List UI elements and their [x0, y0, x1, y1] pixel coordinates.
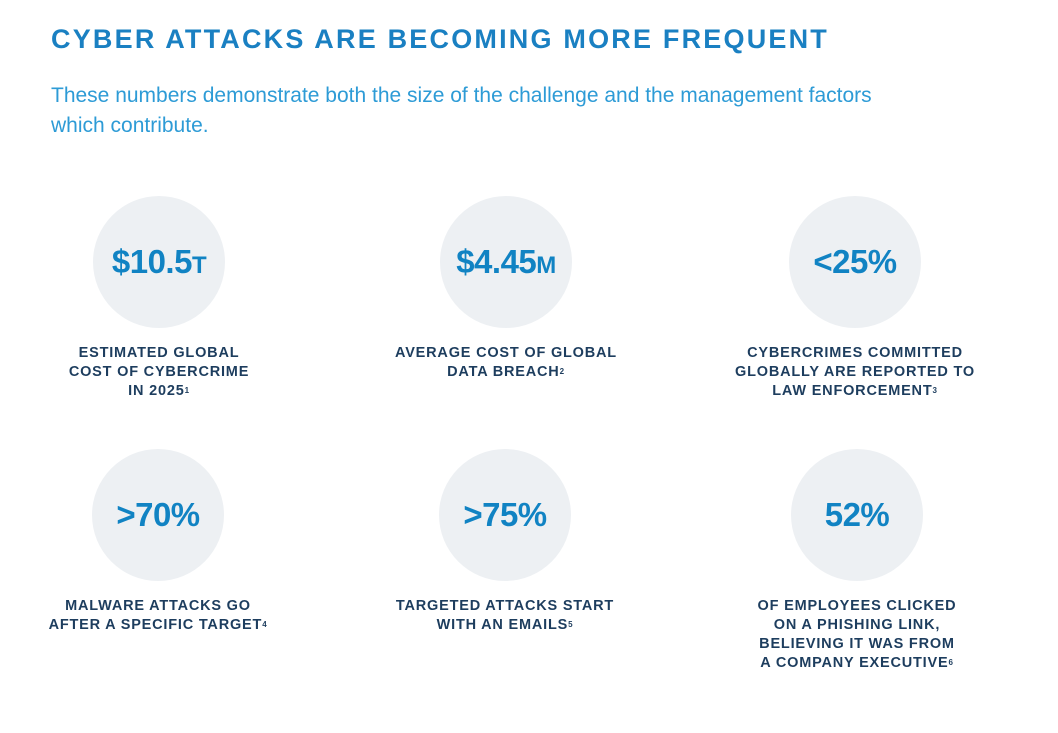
- stat-unit: T: [191, 252, 207, 279]
- stat-value: $10.5T: [111, 243, 207, 280]
- stat-label-line: OF EMPLOYEES CLICKED: [757, 598, 957, 614]
- stat-item: <25% CYBERCRIMES COMMITTED GLOBALLY ARE RE…: [705, 196, 1005, 401]
- stat-unit: M: [536, 252, 556, 279]
- stat-value: >75%: [463, 496, 547, 533]
- stat-label-line: COST OF CYBERCRIME: [68, 364, 250, 380]
- stat-label-line: CYBERCRIMES COMMITTED: [747, 345, 963, 361]
- stat-value: <25%: [813, 243, 897, 280]
- stat-label-line: GLOBALLY ARE REPORTED TO: [735, 364, 975, 380]
- stat-item: $4.45M AVERAGE COST OF GLOBAL DATA BREACH2: [356, 196, 656, 382]
- stat-circle: >75%: [439, 449, 571, 581]
- footnote-marker: 3: [932, 386, 938, 395]
- stat-label-line: A COMPANY EXECUTIVE6: [760, 655, 954, 671]
- stat-label-line: WITH AN EMAILS5: [436, 617, 574, 633]
- stat-label: OF EMPLOYEES CLICKED ON A PHISHING LINK, B…: [707, 597, 1007, 673]
- stat-label: TARGETED ATTACKS START WITH AN EMAILS5: [355, 597, 655, 635]
- footnote-marker: 5: [568, 620, 574, 629]
- stat-label-line: BELIEVING IT WAS FROM: [759, 636, 955, 652]
- footnote-marker: 2: [559, 367, 565, 376]
- stat-circle: >70%: [92, 449, 224, 581]
- stat-label-line: LAW ENFORCEMENT3: [772, 383, 938, 399]
- stat-value: $4.45M: [456, 243, 556, 280]
- stat-value: 52%: [824, 496, 890, 533]
- footnote-marker: 1: [184, 386, 190, 395]
- stat-label: CYBERCRIMES COMMITTED GLOBALLY ARE REPORT…: [705, 344, 1005, 401]
- stat-label: AVERAGE COST OF GLOBAL DATA BREACH2: [356, 344, 656, 382]
- stat-label: ESTIMATED GLOBAL COST OF CYBERCRIME IN 202…: [9, 344, 309, 401]
- stat-label-line: IN 20251: [128, 383, 190, 399]
- stat-label-line: MALWARE ATTACKS GO: [65, 598, 251, 614]
- footnote-marker: 6: [948, 658, 954, 667]
- stat-item: >70% MALWARE ATTACKS GO AFTER A SPECIFIC T…: [8, 449, 308, 635]
- stat-label-line: DATA BREACH2: [447, 364, 565, 380]
- page-subtitle: These numbers demonstrate both the size …: [51, 84, 872, 137]
- stat-label: MALWARE ATTACKS GO AFTER A SPECIFIC TARGE…: [8, 597, 308, 635]
- footnote-marker: 4: [262, 620, 268, 629]
- stat-label-line: TARGETED ATTACKS START: [395, 598, 615, 614]
- page-title: CYBER ATTACKS ARE BECOMING MORE FREQUENT: [51, 24, 830, 54]
- stat-label-line: AVERAGE COST OF GLOBAL: [395, 345, 617, 361]
- stat-circle: <25%: [789, 196, 921, 328]
- stat-circle: $4.45M: [440, 196, 572, 328]
- stat-circle: $10.5T: [93, 196, 225, 328]
- stat-circle: 52%: [791, 449, 923, 581]
- stat-label-line: AFTER A SPECIFIC TARGET4: [48, 617, 268, 633]
- stat-item: >75% TARGETED ATTACKS START WITH AN EMAILS…: [355, 449, 655, 635]
- stat-item: $10.5T ESTIMATED GLOBAL COST OF CYBERCRIME…: [9, 196, 309, 401]
- stat-value: >70%: [116, 496, 200, 533]
- stat-label-line: ON A PHISHING LINK,: [773, 617, 941, 633]
- stat-label-line: ESTIMATED GLOBAL: [78, 345, 240, 361]
- stat-item: 52% OF EMPLOYEES CLICKED ON A PHISHING LIN…: [707, 449, 1007, 673]
